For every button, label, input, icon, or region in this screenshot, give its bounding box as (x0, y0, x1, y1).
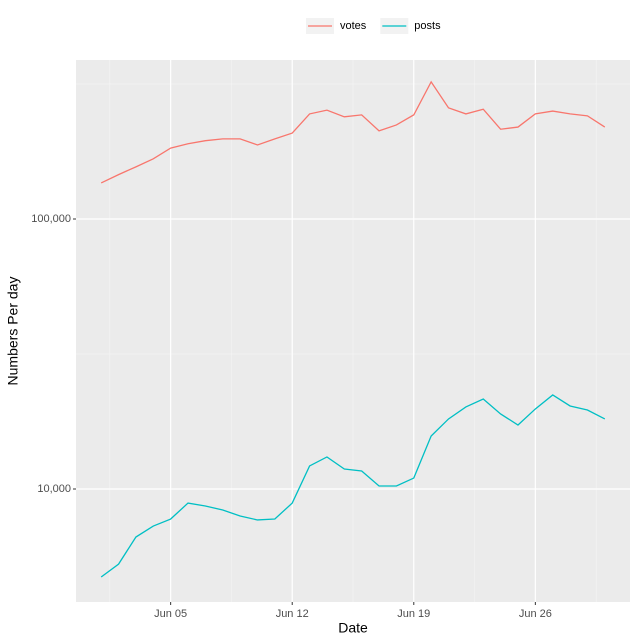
y-axis-label: Numbers Per day (5, 277, 21, 386)
legend: votes posts (306, 18, 441, 34)
legend-label: posts (414, 20, 441, 32)
x-axis-label: Date (338, 620, 368, 636)
series-line (100, 394, 606, 578)
x-tick-label: Jun 05 (154, 608, 187, 620)
y-tick-label: 10,000 (37, 483, 71, 495)
x-tick-label: Jun 26 (519, 608, 552, 620)
legend-label: votes (340, 20, 367, 32)
x-tick-label: Jun 19 (397, 608, 430, 620)
y-tick-label: 100,000 (31, 213, 71, 225)
x-tick-label: Jun 12 (276, 608, 309, 620)
series-line (100, 80, 606, 184)
